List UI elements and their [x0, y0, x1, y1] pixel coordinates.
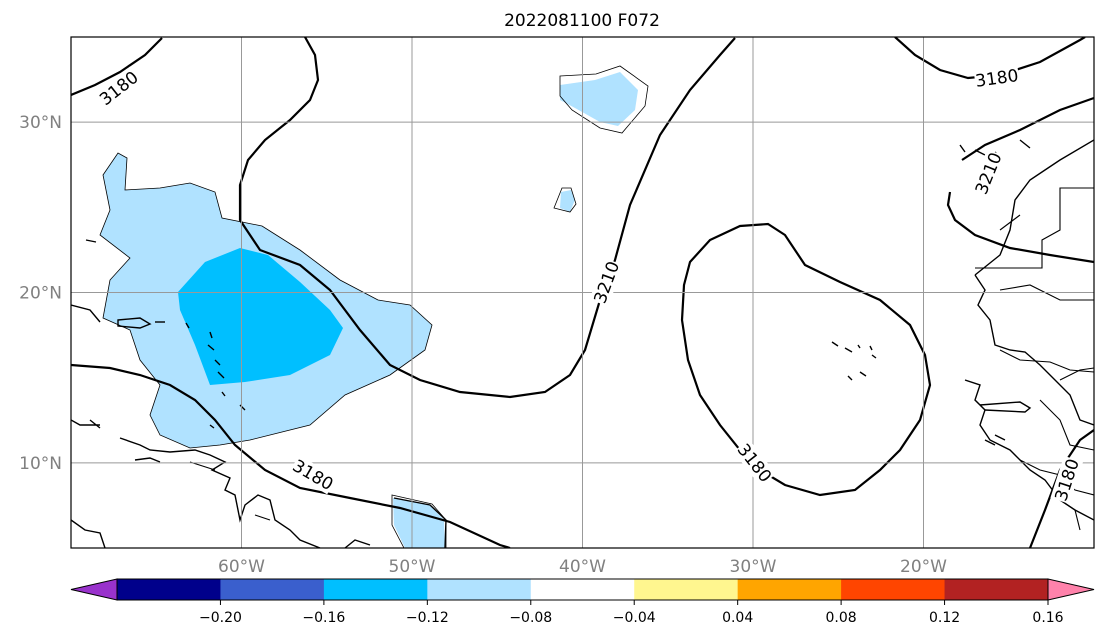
lon-tick-label: 60°W — [218, 557, 265, 577]
colorbar-tick-label: 0.12 — [929, 610, 960, 626]
colorbar-extend-high — [1047, 578, 1095, 601]
shading-medium-blue — [178, 248, 343, 385]
colorbar: −0.20 −0.16 −0.12 −0.08 −0.04 0.04 0.08 0.12 0.1… — [70, 578, 1095, 626]
lon-tick-label: 50°W — [389, 557, 436, 577]
contour-label-text: 3180 — [1051, 457, 1083, 504]
shading-outline — [99, 65, 649, 548]
colorbar-segment — [737, 579, 842, 600]
contour-label-text: 3210 — [591, 259, 625, 306]
lat-tick-labels: 30°N 20°N 10°N — [19, 113, 62, 474]
colorbar-tick-label: 0.04 — [722, 610, 753, 626]
colorbar-tick-label: −0.16 — [302, 610, 345, 626]
colorbar-segment — [220, 579, 325, 600]
colorbar-segment — [841, 579, 946, 600]
colorbar-segment — [944, 579, 1049, 600]
map-frame — [70, 36, 1095, 549]
contour-label: 3210 — [589, 258, 624, 307]
colorbar-tick-label: −0.20 — [199, 610, 242, 626]
colorbar-segment — [634, 579, 739, 600]
colorbar-segment — [117, 579, 221, 600]
colorbar-tick-label: −0.08 — [509, 610, 552, 626]
colorbar-tick-label: −0.12 — [406, 610, 449, 626]
colorbar-tick-label: −0.04 — [613, 610, 656, 626]
lat-tick-label: 30°N — [19, 113, 62, 133]
contour-label-text: 3180 — [974, 66, 1020, 92]
colorbar-segment — [427, 579, 532, 600]
lon-tick-label: 40°W — [559, 557, 606, 577]
map-gridlines — [71, 37, 1094, 548]
lon-tick-labels: 60°W 50°W 40°W 30°W 20°W — [218, 557, 947, 577]
colorbar-tick-label: 0.16 — [1032, 610, 1063, 626]
contour-label-text: 3180 — [289, 456, 336, 495]
contour-label-text: 3210 — [972, 150, 1007, 198]
lat-tick-label: 10°N — [19, 454, 62, 474]
lon-tick-label: 30°W — [730, 557, 777, 577]
map-title: 2022081100 F072 — [504, 11, 660, 31]
lat-tick-label: 20°N — [19, 284, 62, 304]
colorbar-segment — [323, 579, 428, 600]
colorbar-extend-low — [70, 578, 118, 601]
lon-tick-label: 20°W — [900, 557, 947, 577]
colorbar-segment — [530, 579, 635, 600]
colorbar-frame — [116, 578, 1049, 601]
contour-label: 3180 — [289, 455, 338, 495]
contour-label: 3210 — [970, 149, 1007, 198]
colorbar-tick-label: 0.08 — [826, 610, 857, 626]
contour-label: 3180 — [973, 64, 1020, 92]
